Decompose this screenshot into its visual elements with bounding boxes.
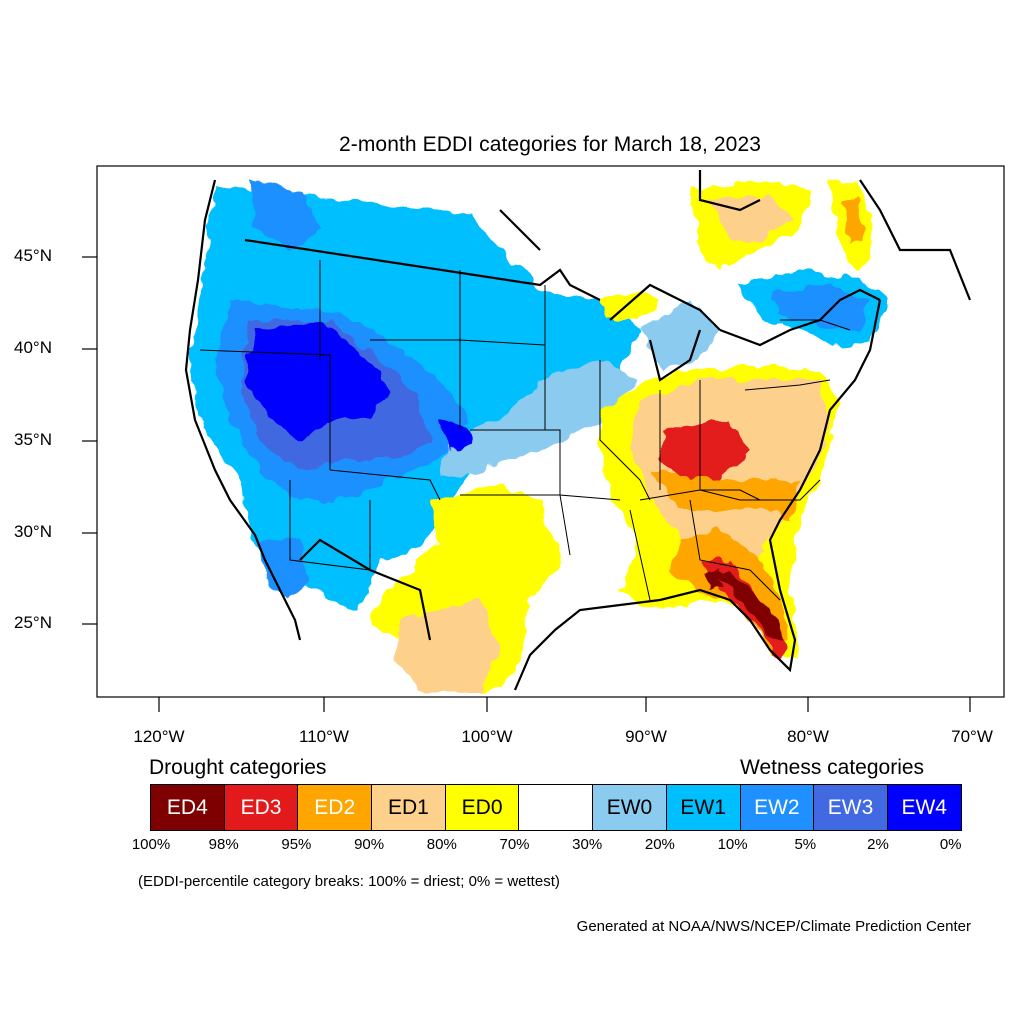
percentile-label: 95% [281, 836, 312, 853]
legend-bar: ED4 ED3 ED2 ED1 ED0 EW0 EW1 EW2 EW3 EW4 [150, 784, 962, 831]
legend-swatch-ew0: EW0 [592, 784, 667, 831]
percentile-label: 0% [939, 836, 962, 853]
lon-label-80: 80°W [787, 727, 829, 746]
map-frame [96, 165, 1005, 698]
lat-label-35: 35°N [14, 430, 52, 449]
map-title: 2-month EDDI categories for March 18, 20… [338, 133, 762, 156]
credit-line: Generated at NOAA/NWS/NCEP/Climate Predi… [576, 918, 971, 935]
legend-swatch-ew2: EW2 [739, 784, 815, 831]
lon-label-120: 120°W [133, 727, 185, 746]
legend-swatch-ed3: ED3 [223, 784, 299, 831]
axis-ticks [82, 256, 971, 712]
ed1-upper [710, 195, 790, 240]
legend-swatch-ed1: ED1 [371, 784, 446, 831]
ew0-region [440, 360, 640, 480]
percentile-label: 100% [131, 836, 171, 853]
ew4-region [245, 320, 390, 440]
lat-label-25: 25°N [14, 613, 52, 632]
lon-label-110: 110°W [299, 727, 349, 746]
percentile-label: 20% [644, 836, 675, 853]
ed4-fl2 [705, 568, 722, 588]
ed2-ne [845, 200, 865, 245]
legend-swatch-neutral [518, 784, 594, 831]
percentile-label: 70% [499, 836, 530, 853]
wetness-heading: Wetness categories [740, 756, 925, 779]
ed4-fl [715, 570, 785, 640]
ew2-sw [260, 540, 310, 600]
ne-ew2 [770, 285, 870, 330]
lat-label-40: 40°N [14, 338, 52, 357]
percentile-label: 2% [867, 836, 889, 853]
legend-swatch-ed0: ED0 [444, 784, 520, 831]
percentile-label: 98% [208, 836, 239, 853]
percentile-label: 30% [572, 836, 603, 853]
percentile-label: 80% [426, 836, 457, 853]
legend-swatch-ed2: ED2 [297, 784, 373, 831]
legend-swatch-ew1: EW1 [665, 784, 741, 831]
ed3-ky [660, 420, 750, 480]
drought-heading: Drought categories [149, 756, 327, 779]
lat-label-45: 45°N [14, 246, 52, 265]
legend-note: (EDDI-percentile category breaks: 100% =… [138, 873, 560, 890]
ew0-northeast [640, 300, 720, 370]
ed1-tx [395, 600, 500, 690]
lon-label-70: 70°W [951, 727, 993, 746]
legend-swatch-ew3: EW3 [813, 784, 888, 831]
lon-label-100: 100°W [461, 727, 513, 746]
percentile-label: 5% [794, 836, 817, 853]
lon-label-90: 90°W [625, 727, 667, 746]
ed2-east [650, 470, 800, 520]
lat-label-30: 30°N [14, 522, 52, 541]
coastlines [184, 170, 972, 691]
ew4-ut [440, 420, 475, 450]
legend-swatch-ew4: EW4 [886, 784, 962, 831]
percentile-label: 10% [717, 836, 748, 853]
ed0-wi [600, 290, 660, 320]
ew2-north [250, 180, 320, 250]
percentile-label: 90% [354, 836, 385, 853]
legend-swatch-ed4: ED4 [150, 784, 225, 831]
